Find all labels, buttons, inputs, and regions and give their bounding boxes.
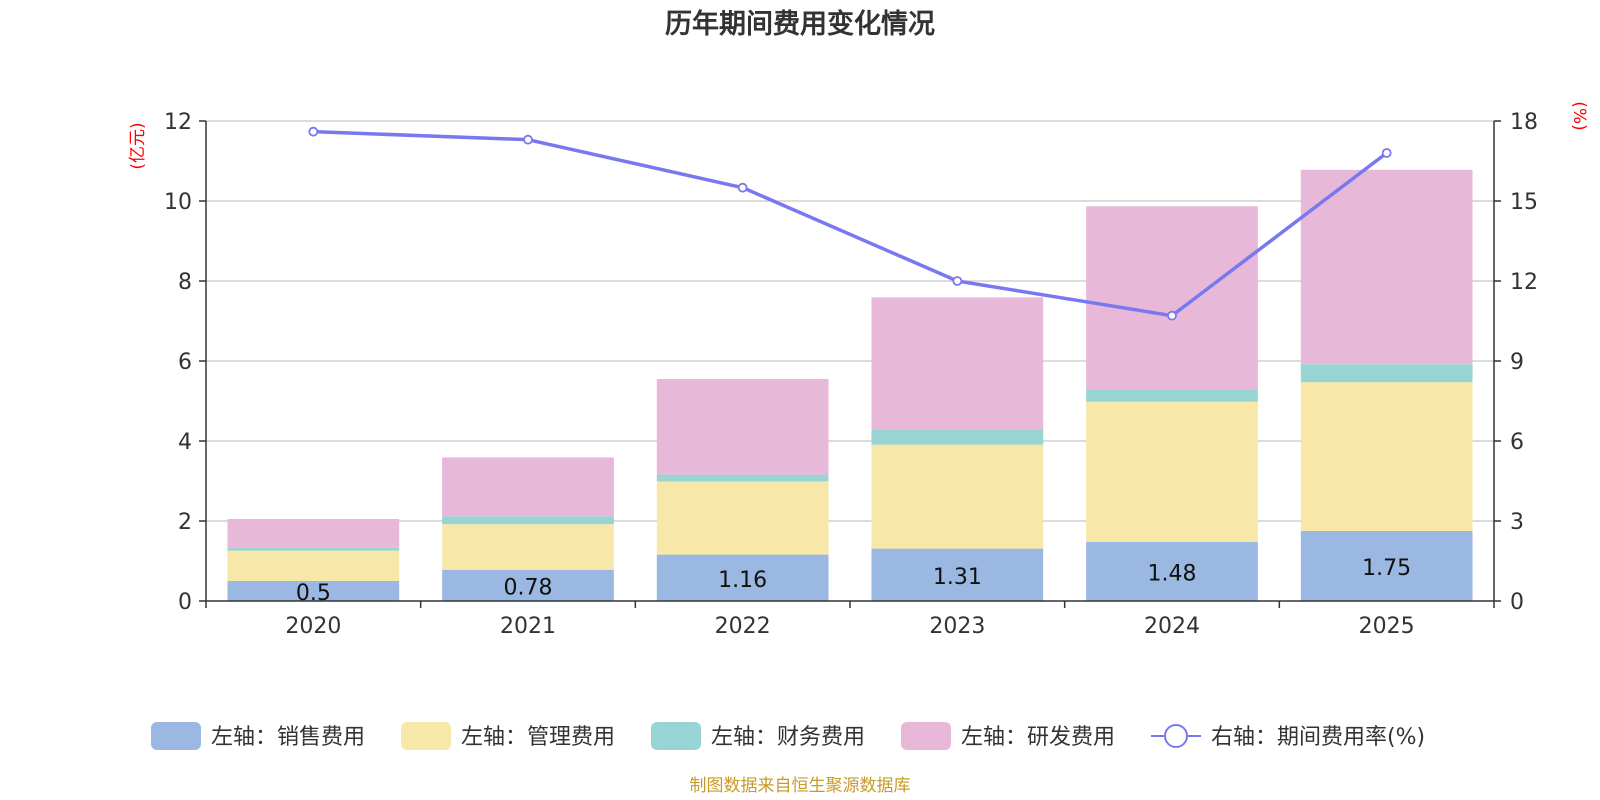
- x-axis-tick-label: 2022: [715, 614, 771, 639]
- legend-swatch: [151, 722, 201, 750]
- left-axis-tick-label: 8: [178, 270, 192, 295]
- right-axis-tick-label: 12: [1510, 270, 1538, 295]
- bar-segment-3: [1086, 389, 1258, 402]
- bar-value-label: 1.16: [718, 568, 767, 593]
- bar-segment-1: [656, 554, 829, 601]
- rate-point: [737, 182, 748, 193]
- rate-point: [1381, 148, 1392, 158]
- bar-segment-3: [656, 474, 829, 482]
- bar-label-group: 0.5 0.78 1.16 1.31 1.48 1.75: [296, 556, 1411, 606]
- legend-swatch: [401, 722, 451, 750]
- right-axis-tick-label: 3: [1510, 510, 1524, 535]
- rate-point: [952, 276, 963, 286]
- legend-label: 左轴：财务费用: [711, 725, 865, 750]
- bar-segment-2: [1300, 382, 1473, 531]
- bar-value-label: 0.78: [504, 575, 553, 600]
- left-axis-tick-label: 6: [178, 350, 192, 375]
- bar-segment-2: [656, 481, 829, 555]
- bar-value-label: 0.5: [296, 581, 331, 606]
- right-axis-tick-label: 9: [1510, 350, 1524, 375]
- legend-label: 右轴：期间费用率(%): [1211, 725, 1425, 750]
- bar-segment-4: [227, 519, 400, 548]
- bar-segment-2: [227, 550, 400, 581]
- bar-segment-4: [442, 457, 614, 517]
- bar-segment-3: [1300, 364, 1473, 383]
- left-axis-tick-label: 4: [178, 430, 192, 455]
- axes: 0 2 4 6 8 10 12 0 3 6 9 12 15 18 2020 2021 2022 2023 2024 2…: [164, 110, 1538, 639]
- x-axis-tick-label: 2025: [1359, 614, 1415, 639]
- legend-swatch: [901, 722, 951, 750]
- bar-segment-4: [1086, 206, 1258, 390]
- bar-segment-1: [871, 548, 1044, 601]
- x-axis-tick-label: 2024: [1144, 614, 1200, 639]
- legend: 左轴：销售费用 左轴：管理费用 左轴：财务费用 左轴：研发费用 右轴：期间费用率(%): [151, 722, 1425, 750]
- rate-point: [1167, 310, 1177, 321]
- bar-segment-4: [656, 379, 829, 475]
- bar-segment-1: [442, 569, 614, 601]
- bar-segment-1: [1300, 531, 1473, 601]
- legend-swatch: [651, 722, 701, 750]
- legend-label: 左轴：销售费用: [211, 725, 365, 750]
- chart-title: 历年期间费用变化情况: [665, 8, 935, 40]
- left-axis-tick-label: 12: [164, 110, 192, 135]
- legend-marker-icon: [1164, 724, 1188, 748]
- right-axis-tick-label: 18: [1510, 110, 1538, 135]
- bar-segment-2: [1086, 401, 1258, 542]
- rate-line-group: [308, 126, 1392, 321]
- bar-segment-2: [442, 524, 614, 570]
- bar-segment-1: [1086, 541, 1258, 601]
- rate-line: [313, 129, 1388, 318]
- bar-value-label: 1.48: [1148, 561, 1197, 586]
- bar-segment-4: [1300, 169, 1473, 365]
- legend-label: 左轴：管理费用: [461, 725, 615, 750]
- x-axis-tick-label: 2020: [285, 614, 341, 639]
- bar-value-label: 1.31: [933, 565, 982, 590]
- left-axis-tick-label: 10: [164, 190, 192, 215]
- source-note: 制图数据来自恒生聚源数据库: [690, 776, 911, 796]
- bar-segment-2: [871, 444, 1044, 549]
- rate-point: [308, 126, 319, 137]
- right-axis-unit: (%): [1569, 101, 1589, 130]
- bar-segment-3: [871, 429, 1044, 445]
- bar-segment-3: [442, 516, 614, 525]
- x-axis-tick-label: 2021: [500, 614, 556, 639]
- left-axis-unit: (亿元): [128, 122, 148, 169]
- bar-group: [227, 169, 1473, 601]
- legend-label: 左轴：研发费用: [961, 725, 1115, 750]
- right-axis-tick-label: 15: [1510, 190, 1538, 215]
- bar-segment-3: [227, 547, 400, 551]
- bar-segment-4: [871, 297, 1044, 430]
- left-axis-tick-label: 2: [178, 510, 192, 535]
- bar-segment-1: [227, 581, 400, 601]
- rate-point: [523, 134, 533, 145]
- left-axis-tick-label: 0: [178, 590, 192, 615]
- bar-value-label: 1.75: [1362, 556, 1411, 581]
- right-axis-tick-label: 0: [1510, 590, 1524, 615]
- x-axis-tick-label: 2023: [929, 614, 985, 639]
- gridlines: [206, 120, 1494, 522]
- right-axis-tick-label: 6: [1510, 430, 1524, 455]
